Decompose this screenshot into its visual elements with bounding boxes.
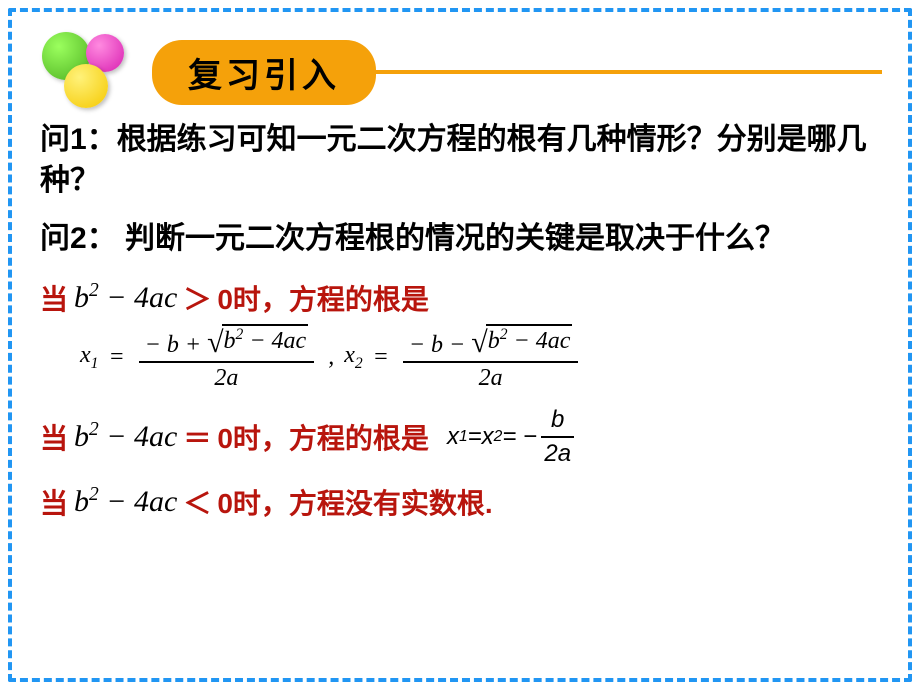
- lt-operator: ＜: [183, 482, 211, 522]
- gt-operator: ＞: [183, 278, 211, 318]
- gt-rest-text: 0时，方程的根是: [217, 278, 429, 318]
- title-underline: [370, 70, 882, 74]
- discriminant-expr: b2 − 4ac: [74, 280, 177, 315]
- case-gt-zero: 当 b2 − 4ac ＞ 0时，方程的根是: [40, 278, 880, 318]
- lt-rest-text: 0时，方程没有实数根.: [217, 482, 492, 522]
- question-1: 问1：根据练习可知一元二次方程的根有几种情形？分别是哪几种？: [40, 120, 880, 201]
- eq-operator: ＝: [183, 417, 211, 457]
- q1-text: 根据练习可知一元二次方程的根有几种情形？分别是哪几种？: [40, 123, 867, 197]
- question-2: 问2： 判断一元二次方程根的情况的关键是取决于什么？: [40, 219, 880, 260]
- section-title: 复习引入: [152, 40, 376, 105]
- discriminant-expr-3: b2 − 4ac: [74, 484, 177, 519]
- case-lt-zero: 当 b2 − 4ac ＜ 0时，方程没有实数根.: [40, 482, 880, 522]
- x2-label: x2: [344, 342, 362, 373]
- x2-fraction: − b − √b2 − 4ac 2a: [403, 324, 579, 392]
- discriminant-expr-2: b2 − 4ac: [74, 419, 177, 454]
- case-eq-zero: 当 b2 − 4ac ＝ 0时，方程的根是 x1 = x2 = − b 2a: [40, 406, 880, 468]
- dang-label-2: 当: [40, 417, 68, 457]
- q2-text: 判断一元二次方程根的情况的关键是取决于什么？: [117, 222, 785, 255]
- eq-rest-text: 0时，方程的根是: [217, 417, 429, 457]
- q1-label: 问1：: [40, 123, 117, 156]
- decorative-circles: [38, 32, 148, 112]
- dang-label: 当: [40, 278, 68, 318]
- eq-sign-2: =: [373, 344, 389, 371]
- content-area: 问1：根据练习可知一元二次方程的根有几种情形？分别是哪几种？ 问2： 判断一元二…: [40, 120, 880, 522]
- comma: ,: [328, 344, 334, 371]
- circle-yellow-icon: [64, 64, 108, 108]
- dang-label-3: 当: [40, 482, 68, 522]
- eq-sign: =: [108, 344, 124, 371]
- equal-root-formula: x1 = x2 = − b 2a: [447, 406, 578, 468]
- q2-label: 问2：: [40, 222, 117, 255]
- header: 复习引入: [38, 32, 882, 112]
- x1-fraction: − b + √b2 − 4ac 2a: [139, 324, 315, 392]
- roots-formula-gt: x1 = − b + √b2 − 4ac 2a , x2 = − b − √b2…: [80, 324, 880, 392]
- x1-label: x1: [80, 342, 98, 373]
